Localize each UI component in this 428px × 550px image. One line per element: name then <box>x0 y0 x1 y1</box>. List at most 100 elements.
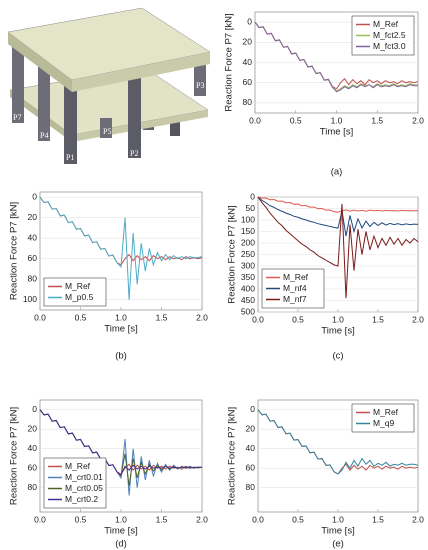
column-label: P3 <box>196 81 204 90</box>
y-tick-label: 40 <box>28 232 38 242</box>
legend-label: M_fct3.0 <box>373 41 406 51</box>
column <box>12 45 24 123</box>
panel-label: (a) <box>331 167 343 178</box>
panel-label: (e) <box>332 539 344 550</box>
series-line <box>257 196 419 237</box>
x-tick-label: 0.5 <box>292 314 304 324</box>
x-tick-label: 2.0 <box>412 514 424 524</box>
legend-label: M_Ref <box>65 281 91 291</box>
legend-box <box>43 277 107 307</box>
y-tick-label: 40 <box>246 443 256 453</box>
x-tick-label: 1.5 <box>371 115 383 125</box>
column <box>128 72 141 158</box>
y-tick-label: 0 <box>32 404 37 414</box>
x-tick-label: 2.0 <box>196 514 208 524</box>
legend-box <box>351 403 415 433</box>
y-axis-label: Reaction Force P7 [kN] <box>9 202 20 300</box>
y-tick-label: 200 <box>241 237 255 247</box>
column-label: P2 <box>130 149 138 158</box>
column <box>100 118 112 138</box>
x-tick-label: 0.0 <box>252 514 264 524</box>
x-tick-label: 1.0 <box>115 514 127 524</box>
x-tick-label: 2.0 <box>196 312 208 322</box>
y-tick-label: 80 <box>246 482 256 492</box>
x-tick-label: 0.0 <box>249 115 261 125</box>
chart-panel: 0 20 40 60 80 100 0.0 0.5 1.0 1.5 2.0 Time [s] React… <box>9 191 209 361</box>
x-tick-label: 0.5 <box>75 514 87 524</box>
y-tick-label: 0 <box>247 16 252 26</box>
series-line <box>257 196 419 213</box>
x-tick-label: 1.5 <box>372 314 384 324</box>
y-tick-label: 60 <box>28 462 38 472</box>
column-label: P5 <box>103 127 111 136</box>
chart-panel: 0 20 40 60 80 0.0 0.5 1.0 1.5 2.0 Time [s] Reaction… <box>227 399 424 550</box>
y-tick-label: 250 <box>241 249 255 259</box>
y-tick-label: 60 <box>243 77 253 87</box>
top-slab-front <box>72 52 210 92</box>
y-tick-label: 20 <box>243 37 253 47</box>
legend-label: M_crt0.05 <box>65 483 103 493</box>
legend-label: M_fct2.5 <box>373 30 406 40</box>
x-axis-label: Time [s] <box>321 326 354 337</box>
x-tick-label: 1.5 <box>156 514 168 524</box>
y-tick-label: 0 <box>250 191 255 201</box>
x-tick-label: 0.0 <box>34 312 46 322</box>
legend-label: M_q9 <box>373 418 395 428</box>
y-tick-label: 80 <box>243 97 253 107</box>
x-axis-label: Time [s] <box>320 127 353 138</box>
column <box>64 84 77 164</box>
x-tick-label: 0.5 <box>75 312 87 322</box>
series-line <box>257 409 419 475</box>
column-label: P1 <box>66 153 74 162</box>
column <box>38 63 50 141</box>
x-tick-label: 1.0 <box>331 115 343 125</box>
y-tick-label: 0 <box>250 404 255 414</box>
chart-panel: 0 20 40 60 80 0.0 0.5 1.0 1.5 2.0 Time [s] Reaction… <box>224 11 424 178</box>
x-tick-label: 0.0 <box>252 314 264 324</box>
y-tick-label: 50 <box>246 203 256 213</box>
y-tick-label: 500 <box>241 306 255 316</box>
x-tick-label: 2.0 <box>412 314 424 324</box>
y-tick-label: 80 <box>28 273 38 283</box>
x-tick-label: 0.0 <box>34 514 46 524</box>
y-tick-label: 100 <box>241 214 255 224</box>
y-tick-label: 40 <box>243 57 253 67</box>
x-tick-label: 1.0 <box>332 514 344 524</box>
legend-label: M_p0.5 <box>65 292 94 302</box>
x-tick-label: 0.5 <box>292 514 304 524</box>
y-tick-label: 300 <box>241 260 255 270</box>
legend-label: M_Ref <box>373 407 399 417</box>
x-tick-label: 2.0 <box>412 115 424 125</box>
y-axis-label: Reaction Force P7 [kN] <box>227 205 238 303</box>
x-tick-label: 1.0 <box>332 314 344 324</box>
y-tick-label: 150 <box>241 226 255 236</box>
legend-label: M_Ref <box>283 272 309 282</box>
x-tick-label: 0.5 <box>290 115 302 125</box>
y-axis-label: Reaction Force P7 [kN] <box>227 407 238 505</box>
panel-label: (c) <box>332 351 343 362</box>
y-axis-label: Reaction Force P7 [kN] <box>224 13 235 111</box>
x-tick-label: 1.5 <box>156 312 168 322</box>
y-tick-label: 20 <box>28 212 38 222</box>
y-tick-label: 450 <box>241 295 255 305</box>
x-tick-label: 1.5 <box>372 514 384 524</box>
legend-label: M_crt0.01 <box>65 472 103 482</box>
panel-label: (d) <box>115 539 127 550</box>
chart-panel: 0 20 40 60 80 0.0 0.5 1.0 1.5 2.0 Time [s] Reaction… <box>9 399 208 550</box>
series-line <box>39 196 203 300</box>
y-tick-label: 100 <box>23 294 37 304</box>
y-tick-label: 20 <box>28 423 38 433</box>
x-axis-label: Time [s] <box>104 526 137 537</box>
y-tick-label: 20 <box>246 423 256 433</box>
panel-label: (b) <box>115 351 127 362</box>
y-tick-label: 60 <box>28 253 38 263</box>
legend-label: M_Ref <box>373 19 399 29</box>
top-slab-side <box>8 32 72 92</box>
legend-label: M_Ref <box>65 461 91 471</box>
